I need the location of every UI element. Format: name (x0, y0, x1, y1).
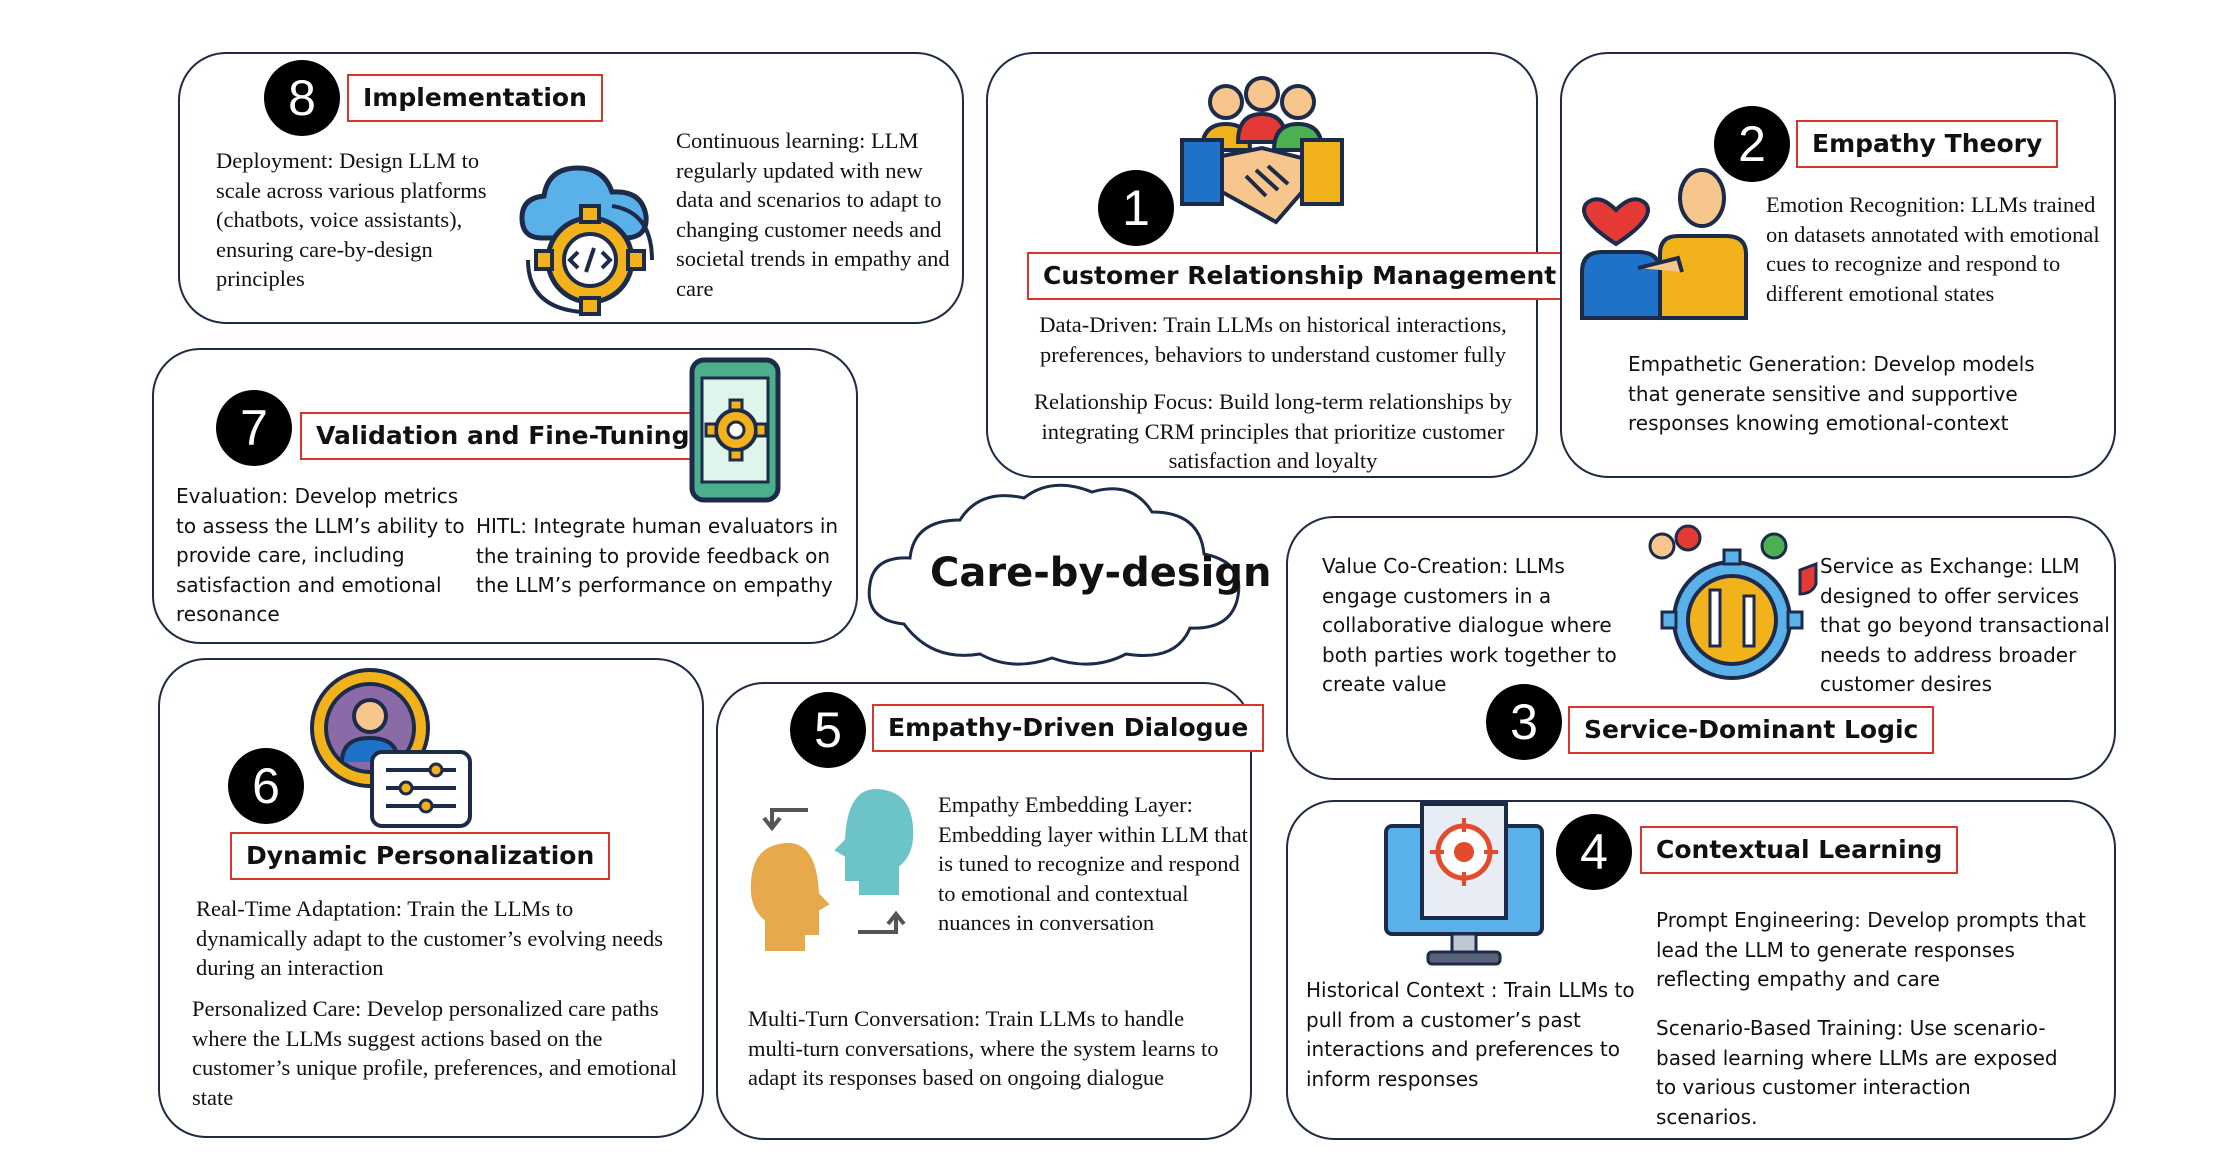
title-service-dominant-logic: Service-Dominant Logic (1568, 706, 1935, 754)
sdl-service-exchange-text: Service as Exchange: LLM designed to off… (1820, 554, 2110, 696)
contextual-historical-text: Historical Context : Train LLMs to pull … (1306, 978, 1635, 1091)
handshake-team-icon (1180, 76, 1344, 225)
title-empathy-dialogue: Empathy-Driven Dialogue (872, 704, 1265, 752)
service-tools-gear-icon (1648, 524, 1818, 680)
badge-5: 5 (790, 692, 866, 768)
implementation-deployment-text: Deployment: Design LLM to scale across v… (216, 148, 487, 291)
badge-6: 6 (228, 748, 304, 824)
dialogue-multiturn-text: Multi-Turn Conversation: Train LLMs to h… (748, 1006, 1219, 1090)
profile-settings-icon (310, 668, 472, 828)
badge-8: 8 (264, 60, 340, 136)
implementation-continuous-learning-text: Continuous learning: LLM regularly updat… (676, 128, 950, 301)
badge-2: 2 (1714, 106, 1790, 182)
title-validation: Validation and Fine-Tuning (300, 412, 706, 460)
contextual-scenario-training-text: Scenario-Based Training: Use scenario-ba… (1656, 1016, 2058, 1129)
badge-3: 3 (1486, 684, 1562, 760)
crm-data-driven-text: Data-Driven: Train LLMs on historical in… (1039, 312, 1507, 367)
center-label: Care-by-design (930, 550, 1272, 596)
contextual-prompt-engineering-text: Prompt Engineering: Develop prompts that… (1656, 908, 2087, 991)
badge-1: 1 (1098, 170, 1174, 246)
title-empathy-theory: Empathy Theory (1796, 120, 2059, 168)
badge-7: 7 (216, 390, 292, 466)
empathy-empathetic-generation-text: Empathetic Generation: Develop models th… (1628, 352, 2035, 435)
crm-relationship-focus-text: Relationship Focus: Build long-term rela… (1033, 389, 1513, 473)
sdl-value-cocreation-text: Value Co-Creation: LLMs engage customers… (1322, 554, 1617, 696)
title-crm: Customer Relationship Management (1027, 252, 1573, 300)
title-implementation: Implementation (347, 74, 603, 122)
badge-4: 4 (1556, 814, 1632, 890)
empathy-emotion-recognition-text: Emotion Recognition: LLMs trained on dat… (1766, 192, 2100, 306)
validation-hitl-text: HITL: Integrate human evaluators in the … (476, 514, 839, 597)
cloud-code-gear-icon (519, 165, 654, 316)
personalization-care-text: Personalized Care: Develop personalized … (192, 996, 678, 1110)
care-by-design-cloud (867, 483, 1241, 666)
dialogue-embedding-layer-text: Empathy Embedding Layer: Embedding layer… (938, 792, 1248, 935)
validation-evaluation-text: Evaluation: Develop metrics to assess th… (176, 484, 465, 626)
monitor-target-icon (1384, 802, 1544, 966)
dialogue-heads-icon (750, 788, 914, 951)
panel-dynamic-personalization (158, 658, 704, 1138)
empathy-people-icon (1580, 168, 1748, 320)
title-dynamic-personalization: Dynamic Personalization (230, 832, 611, 880)
personalization-realtime-text: Real-Time Adaptation: Train the LLMs to … (196, 896, 663, 980)
title-contextual-learning: Contextual Learning (1640, 826, 1959, 874)
phone-gear-icon (689, 357, 781, 503)
